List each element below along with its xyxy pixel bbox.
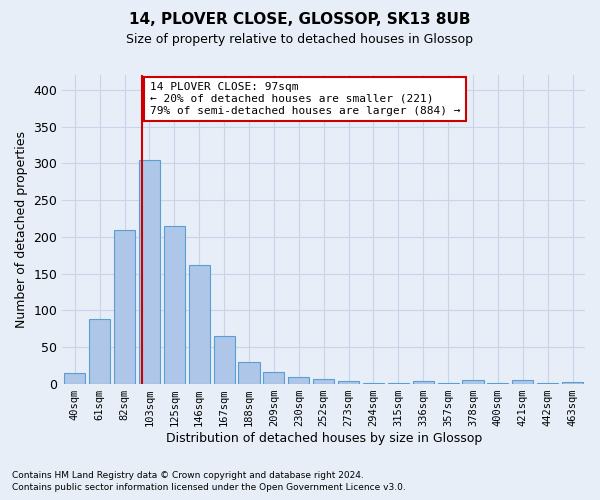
Bar — [114, 230, 135, 384]
Y-axis label: Number of detached properties: Number of detached properties — [15, 131, 28, 328]
Bar — [437, 382, 458, 384]
Text: Size of property relative to detached houses in Glossop: Size of property relative to detached ho… — [127, 32, 473, 46]
Bar — [313, 379, 334, 384]
Bar — [64, 373, 85, 384]
Text: Contains public sector information licensed under the Open Government Licence v3: Contains public sector information licen… — [12, 484, 406, 492]
Bar — [214, 336, 235, 384]
Text: 14, PLOVER CLOSE, GLOSSOP, SK13 8UB: 14, PLOVER CLOSE, GLOSSOP, SK13 8UB — [129, 12, 471, 28]
Bar — [238, 362, 260, 384]
Text: 14 PLOVER CLOSE: 97sqm
← 20% of detached houses are smaller (221)
79% of semi-de: 14 PLOVER CLOSE: 97sqm ← 20% of detached… — [150, 82, 460, 116]
Bar — [537, 382, 558, 384]
Bar — [512, 380, 533, 384]
Bar — [363, 382, 384, 384]
Bar — [338, 381, 359, 384]
Bar — [388, 382, 409, 384]
Bar — [413, 381, 434, 384]
Bar — [288, 376, 310, 384]
Text: Contains HM Land Registry data © Crown copyright and database right 2024.: Contains HM Land Registry data © Crown c… — [12, 471, 364, 480]
Bar — [139, 160, 160, 384]
Bar — [487, 382, 508, 384]
Bar — [89, 320, 110, 384]
X-axis label: Distribution of detached houses by size in Glossop: Distribution of detached houses by size … — [166, 432, 482, 445]
Bar — [263, 372, 284, 384]
Bar — [463, 380, 484, 384]
Bar — [562, 382, 583, 384]
Bar — [188, 265, 210, 384]
Bar — [164, 226, 185, 384]
